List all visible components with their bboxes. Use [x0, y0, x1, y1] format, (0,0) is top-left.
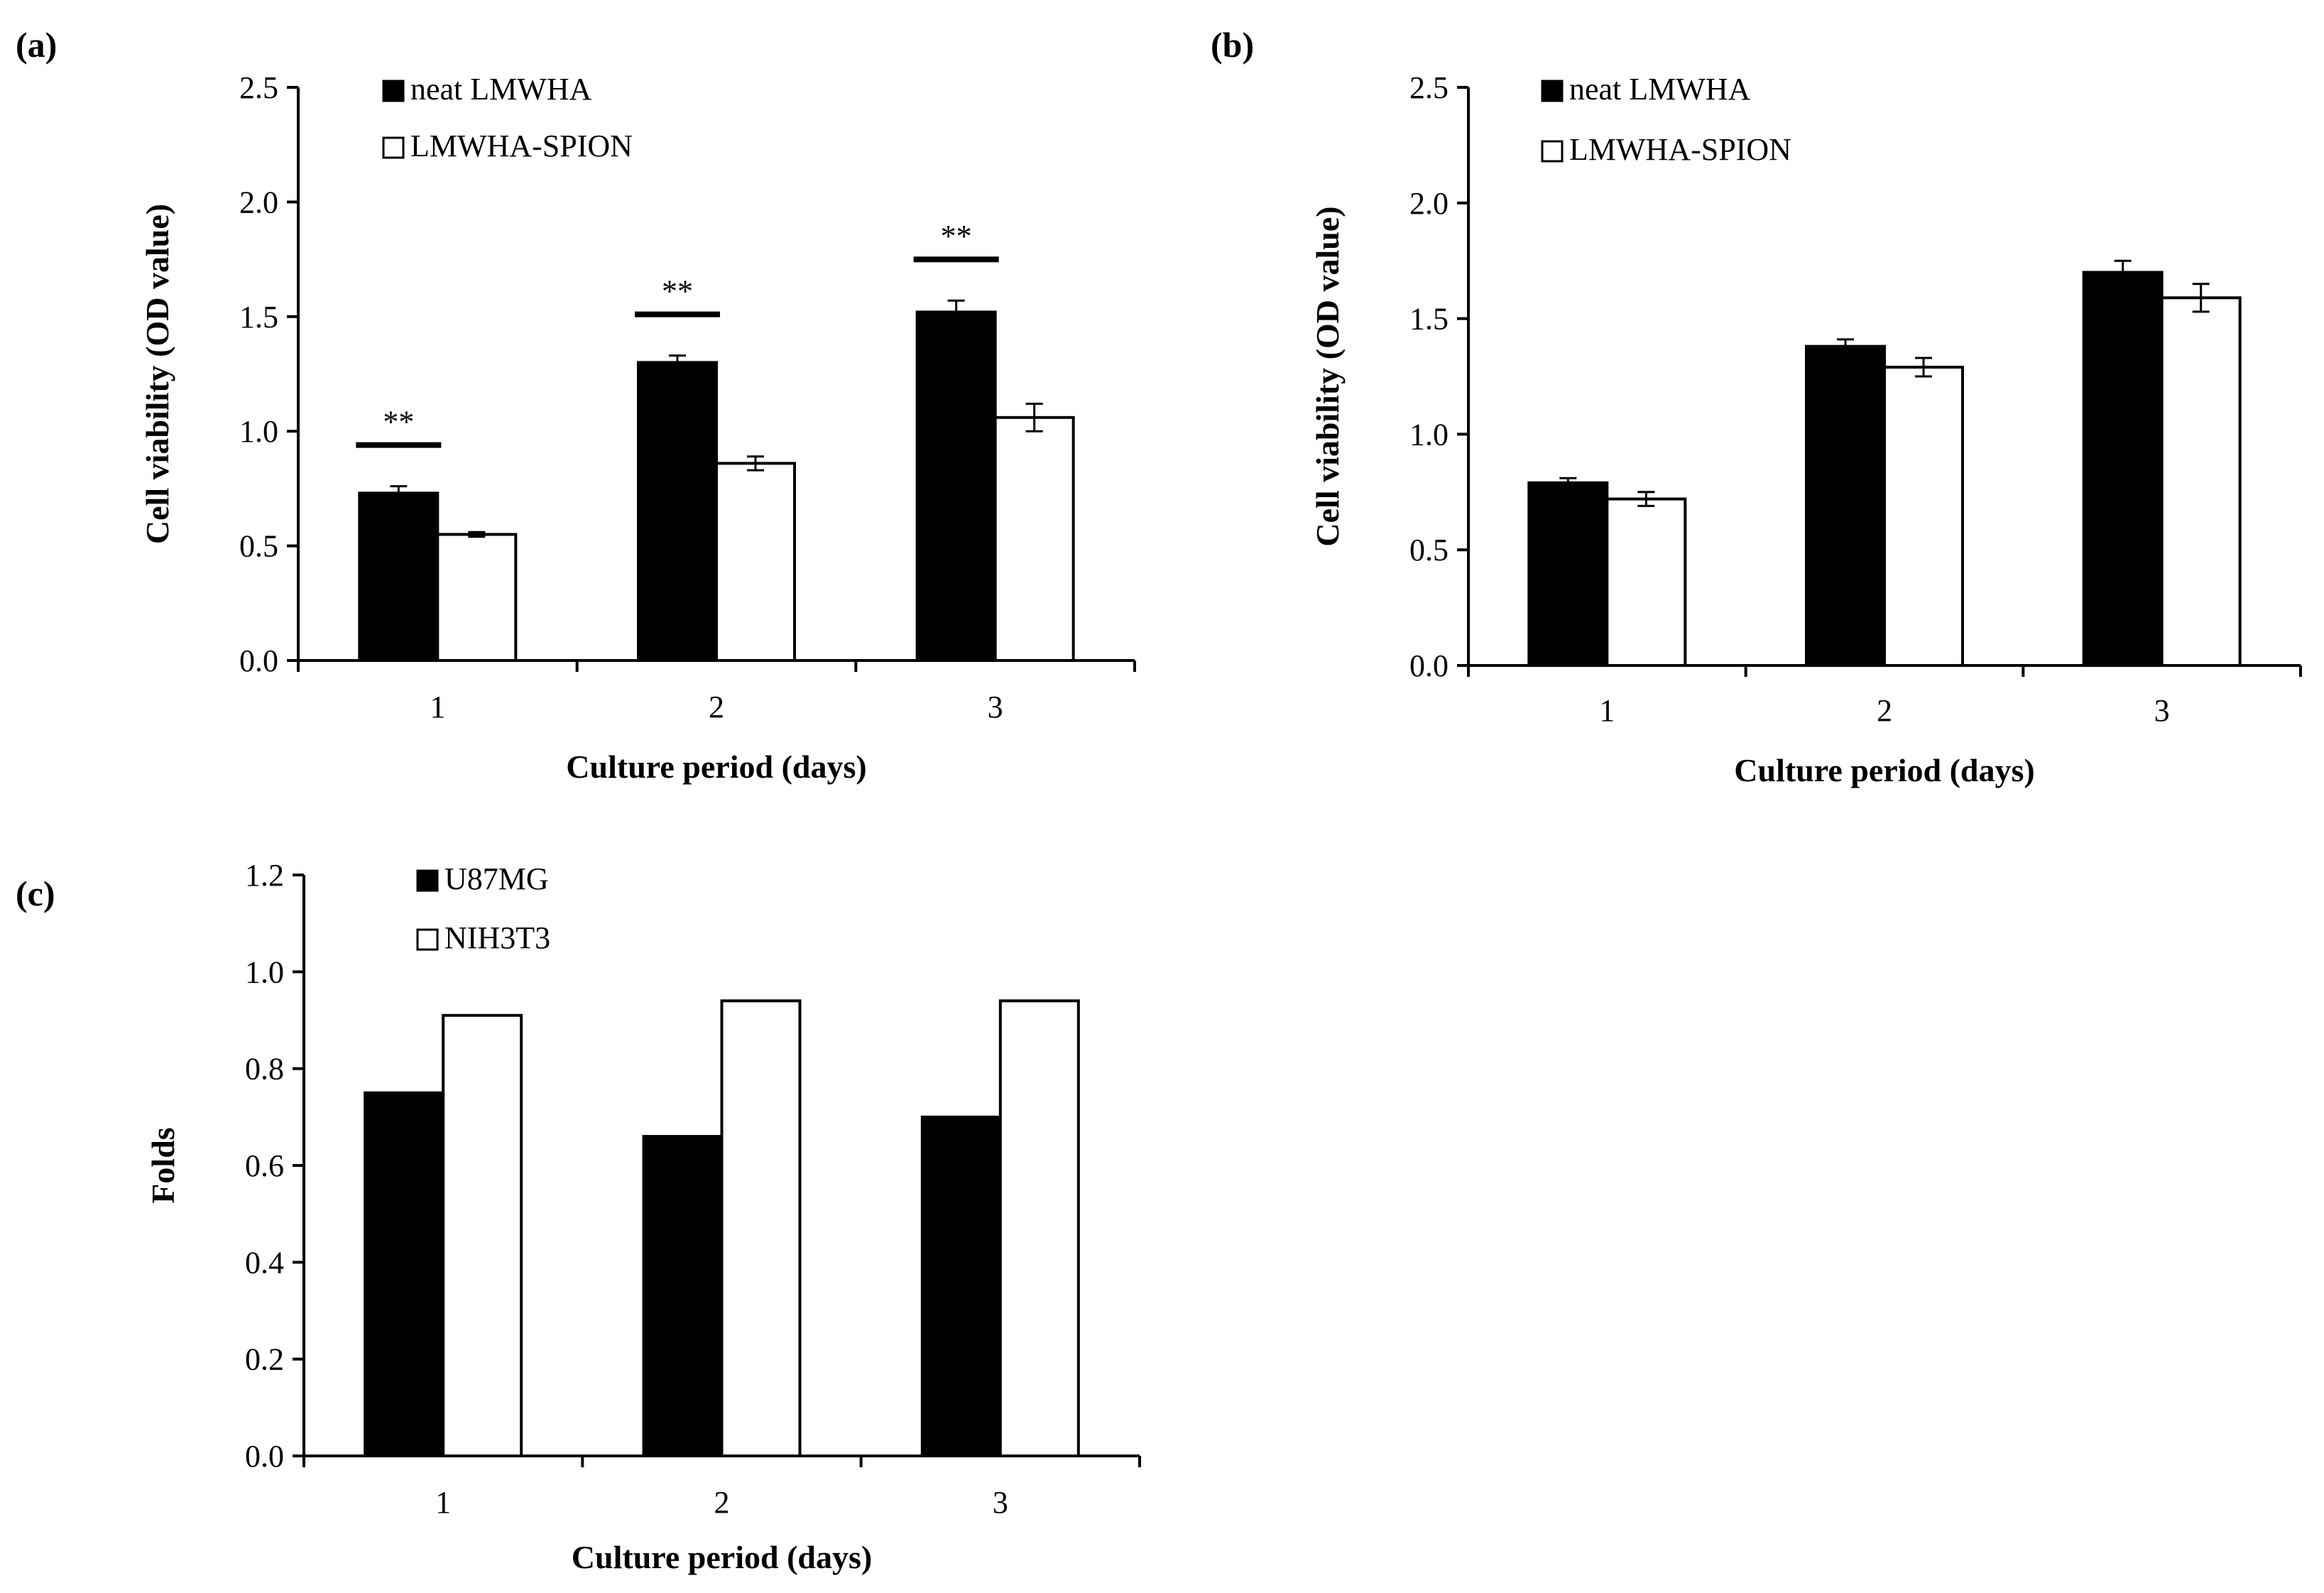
legend-swatch — [382, 80, 405, 102]
y-tick-label: 2.5 — [1409, 70, 1449, 105]
legend-entry: LMWHA-SPION — [410, 129, 633, 163]
legend-entry: U87MG — [444, 861, 549, 896]
panel-label: (c) — [16, 874, 55, 913]
y-axis-title: Folds — [145, 1127, 181, 1203]
significance-marker: ** — [662, 274, 693, 309]
y-tick-label: 0.8 — [245, 1052, 284, 1087]
x-tick-label: 2 — [714, 1485, 730, 1520]
x-axis-title: Culture period (days) — [572, 1539, 872, 1575]
legend-entry: NIH3T3 — [444, 920, 550, 955]
x-tick-label: 3 — [988, 690, 1003, 724]
x-axis-title: Culture period (days) — [566, 749, 866, 785]
panel-label: (a) — [16, 25, 57, 65]
y-tick-label: 1.2 — [245, 858, 284, 893]
x-tick-label: 2 — [1877, 693, 1892, 728]
y-tick-label: 1.0 — [239, 414, 278, 449]
y-tick-label: 2.0 — [239, 185, 278, 219]
legend-entry: neat LMWHA — [1569, 72, 1751, 107]
y-tick-label: 0.0 — [1409, 648, 1449, 683]
legend-entry: neat LMWHA — [410, 72, 592, 107]
legend-swatch — [416, 869, 439, 892]
y-tick-label: 1.0 — [245, 955, 284, 989]
bar — [364, 1091, 445, 1457]
bar — [442, 1013, 523, 1457]
bar — [1605, 497, 1687, 667]
bar — [1527, 481, 1609, 667]
bar — [2160, 296, 2242, 667]
chart-panel-a: (a) 0.0 0.5 1.0 1.5 2.0 2.5 1 2 3 ** ** ** neat LMWHA… — [16, 25, 1136, 785]
y-tick-label: 1.5 — [239, 300, 278, 335]
x-tick-label: 1 — [435, 1485, 451, 1520]
significance-marker: ** — [941, 219, 972, 254]
y-tick-label: 0.2 — [245, 1342, 284, 1377]
chart-panel-c: (c) 0.0 0.2 0.4 0.6 0.8 1.0 1.2 1 2 3 U87MG NIH3T3 Cu… — [16, 858, 1141, 1575]
y-tick-label: 1.5 — [1409, 302, 1449, 337]
x-axis-title: Culture period (days) — [1734, 752, 2034, 788]
legend-swatch — [1541, 80, 1564, 102]
chart-panel-b: (b) 0.0 0.5 1.0 1.5 2.0 2.5 1 2 3 neat LMWHA LMWHA-… — [1211, 25, 2302, 788]
y-tick-label: 2.5 — [239, 70, 278, 105]
x-tick-label: 3 — [993, 1485, 1008, 1520]
bar — [1805, 344, 1886, 667]
y-tick-label: 0.5 — [239, 529, 278, 564]
y-axis-title: Cell viability (OD value) — [139, 204, 175, 544]
bar — [920, 1115, 1002, 1458]
legend-entry: LMWHA-SPION — [1569, 132, 1791, 167]
x-tick-label: 1 — [430, 690, 445, 724]
legend-swatch — [382, 136, 405, 159]
y-tick-label: 0.0 — [245, 1439, 284, 1474]
y-tick-label: 0.0 — [239, 643, 278, 678]
legend-swatch — [1541, 140, 1564, 163]
bar — [993, 415, 1075, 662]
significance-marker: ** — [383, 405, 414, 440]
bar — [998, 999, 1080, 1457]
bar — [358, 491, 440, 663]
x-tick-label: 2 — [709, 690, 724, 724]
bar — [436, 533, 518, 663]
y-tick-label: 0.6 — [245, 1148, 284, 1183]
panel-label: (b) — [1211, 25, 1254, 65]
bar — [1883, 365, 1964, 667]
bar — [720, 999, 802, 1457]
y-tick-label: 0.5 — [1409, 533, 1449, 567]
y-axis-title: Cell viability (OD value) — [1309, 206, 1346, 546]
legend-swatch — [416, 928, 439, 951]
bar — [2082, 271, 2164, 668]
y-tick-label: 0.4 — [245, 1245, 284, 1280]
bar — [637, 361, 718, 662]
x-tick-label: 1 — [1599, 693, 1615, 728]
y-tick-label: 2.0 — [1409, 186, 1449, 221]
bar — [915, 310, 997, 662]
bar — [642, 1135, 724, 1457]
y-tick-label: 1.0 — [1409, 417, 1449, 452]
x-tick-label: 3 — [2154, 693, 2170, 728]
bar — [715, 462, 796, 663]
